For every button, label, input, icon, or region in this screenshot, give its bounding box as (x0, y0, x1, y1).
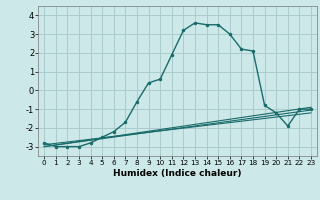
X-axis label: Humidex (Indice chaleur): Humidex (Indice chaleur) (113, 169, 242, 178)
